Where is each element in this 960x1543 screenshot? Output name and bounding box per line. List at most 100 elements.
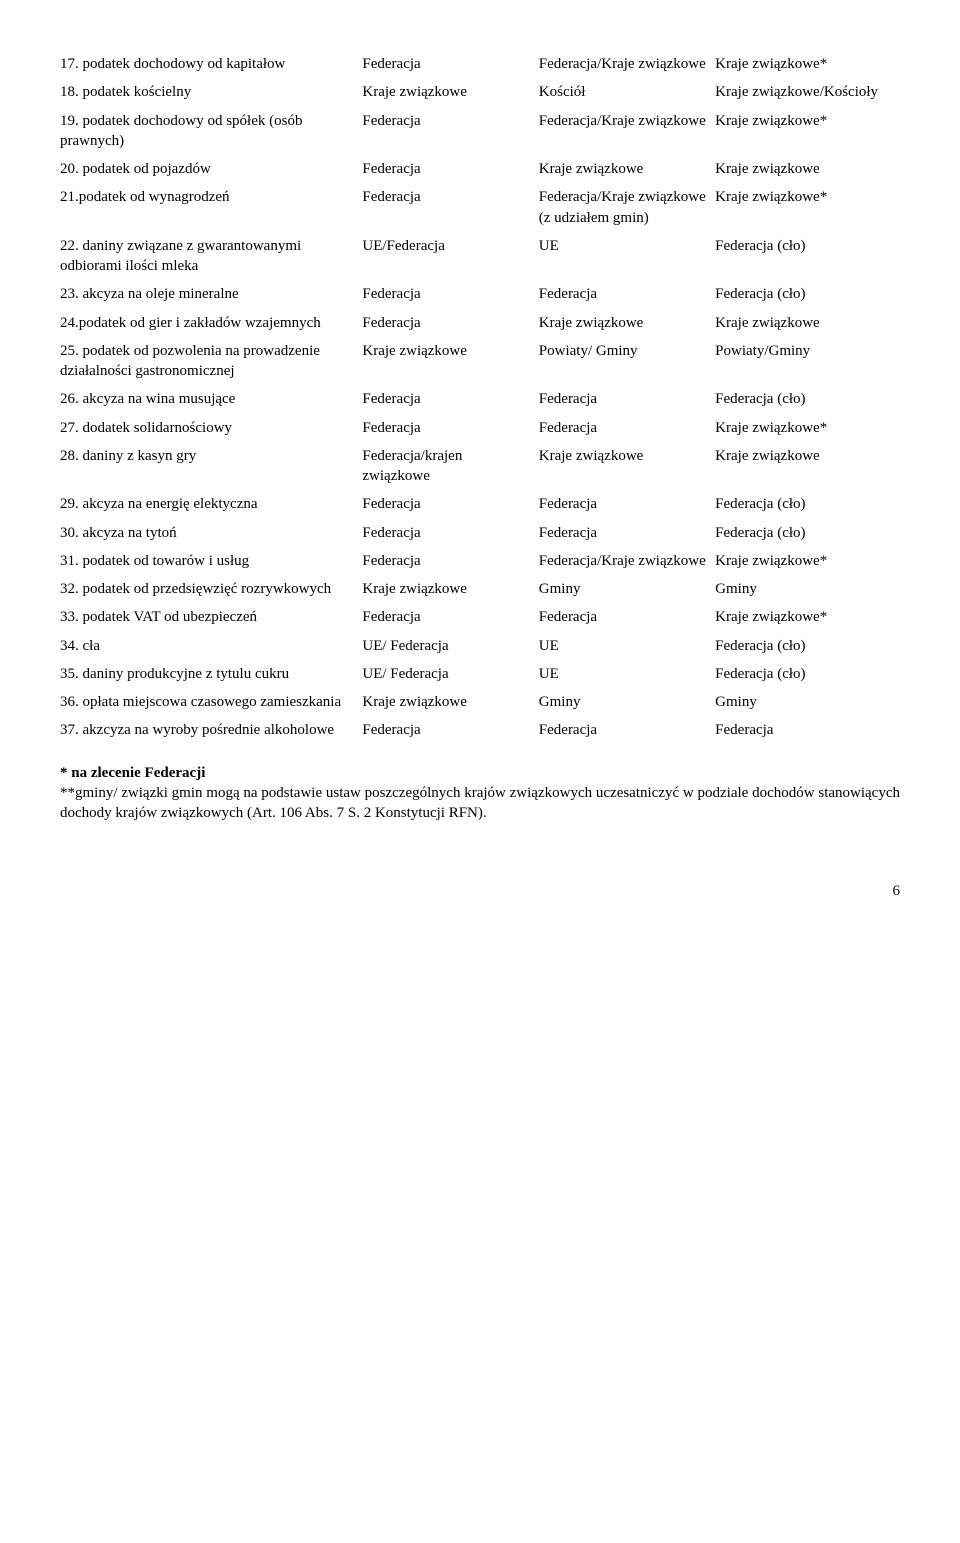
table-cell: 26. akcyza na wina musujące	[60, 385, 362, 413]
table-cell: 36. opłata miejscowa czasowego zamieszka…	[60, 688, 362, 716]
table-cell: Kraje związkowe*	[715, 183, 900, 232]
table-cell: Kraje związkowe*	[715, 107, 900, 156]
table-cell: Federacja	[362, 280, 538, 308]
table-cell: Kraje związkowe	[539, 309, 715, 337]
table-cell: Kraje związkowe	[362, 688, 538, 716]
table-row: 35. daniny produkcyjne z tytulu cukruUE/…	[60, 660, 900, 688]
table-cell: 28. daniny z kasyn gry	[60, 442, 362, 491]
footnote-text: **gminy/ związki gmin mogą na podstawie …	[60, 785, 900, 821]
table-row: 37. akzcyza na wyroby pośrednie alkoholo…	[60, 716, 900, 744]
table-cell: 37. akzcyza na wyroby pośrednie alkoholo…	[60, 716, 362, 744]
table-cell: Federacja	[539, 603, 715, 631]
table-cell: Kraje związkowe/Kościoły	[715, 78, 900, 106]
table-cell: Gminy	[715, 575, 900, 603]
table-cell: Federacja/Kraje związkowe (z udziałem gm…	[539, 183, 715, 232]
table-row: 28. daniny z kasyn gryFederacja/krajen z…	[60, 442, 900, 491]
table-cell: 22. daniny związane z gwarantowanymi odb…	[60, 232, 362, 281]
table-cell: 29. akcyza na energię elektyczna	[60, 490, 362, 518]
table-cell: UE/ Federacja	[362, 632, 538, 660]
table-cell: Federacja	[362, 309, 538, 337]
table-cell: Kraje związkowe	[539, 442, 715, 491]
table-cell: Federacja	[362, 50, 538, 78]
table-cell: 35. daniny produkcyjne z tytulu cukru	[60, 660, 362, 688]
table-cell: Gminy	[539, 688, 715, 716]
table-cell: 21.podatek od wynagrodzeń	[60, 183, 362, 232]
table-cell: Federacja	[362, 603, 538, 631]
table-row: 24.podatek od gier i zakładów wzajemnych…	[60, 309, 900, 337]
table-cell: Kraje związkowe	[715, 442, 900, 491]
table-cell: Kraje związkowe*	[715, 603, 900, 631]
table-cell: 31. podatek od towarów i usług	[60, 547, 362, 575]
table-row: 25. podatek od pozwolenia na prowadzenie…	[60, 337, 900, 386]
table-cell: Kraje związkowe	[715, 309, 900, 337]
table-cell: Kraje związkowe	[362, 337, 538, 386]
table-cell: Federacja	[362, 716, 538, 744]
tax-table: 17. podatek dochodowy od kapitałowFedera…	[60, 50, 900, 745]
table-cell: Federacja (cło)	[715, 660, 900, 688]
table-cell: Federacja/Kraje związkowe	[539, 547, 715, 575]
table-cell: Federacja/Kraje związkowe	[539, 50, 715, 78]
table-cell: Federacja (cło)	[715, 232, 900, 281]
table-cell: Federacja	[362, 519, 538, 547]
table-cell: Federacja	[539, 414, 715, 442]
table-cell: 34. cła	[60, 632, 362, 660]
table-row: 18. podatek kościelnyKraje związkoweKośc…	[60, 78, 900, 106]
table-row: 27. dodatek solidarnościowyFederacjaFede…	[60, 414, 900, 442]
table-row: 31. podatek od towarów i usługFederacjaF…	[60, 547, 900, 575]
table-cell: Federacja (cło)	[715, 385, 900, 413]
table-cell: Federacja (cło)	[715, 490, 900, 518]
footnote-bold: * na zlecenie Federacji	[60, 765, 205, 781]
table-cell: Federacja	[539, 280, 715, 308]
table-cell: UE	[539, 632, 715, 660]
table-cell: Federacja	[362, 490, 538, 518]
table-row: 32. podatek od przedsięwzięć rozrywkowyc…	[60, 575, 900, 603]
table-cell: Federacja	[362, 183, 538, 232]
table-row: 20. podatek od pojazdówFederacjaKraje zw…	[60, 155, 900, 183]
table-cell: Kraje związkowe	[362, 575, 538, 603]
table-cell: Federacja	[362, 547, 538, 575]
table-cell: Federacja	[539, 716, 715, 744]
footnote-block: * na zlecenie Federacji **gminy/ związki…	[60, 763, 900, 824]
table-cell: Gminy	[715, 688, 900, 716]
table-cell: Federacja (cło)	[715, 632, 900, 660]
table-cell: Federacja	[715, 716, 900, 744]
table-cell: Kraje związkowe	[362, 78, 538, 106]
table-row: 23. akcyza na oleje mineralneFederacjaFe…	[60, 280, 900, 308]
table-row: 30. akcyza na tytońFederacjaFederacjaFed…	[60, 519, 900, 547]
table-row: 29. akcyza na energię elektycznaFederacj…	[60, 490, 900, 518]
table-cell: Gminy	[539, 575, 715, 603]
table-cell: UE/ Federacja	[362, 660, 538, 688]
table-cell: Federacja	[539, 385, 715, 413]
table-cell: Federacja	[362, 385, 538, 413]
table-cell: Kraje związkowe*	[715, 547, 900, 575]
table-row: 22. daniny związane z gwarantowanymi odb…	[60, 232, 900, 281]
table-row: 17. podatek dochodowy od kapitałowFedera…	[60, 50, 900, 78]
table-row: 19. podatek dochodowy od spółek (osób pr…	[60, 107, 900, 156]
table-cell: Federacja	[362, 107, 538, 156]
table-cell: Federacja	[362, 414, 538, 442]
table-cell: Federacja	[539, 490, 715, 518]
table-cell: Kraje związkowe	[715, 155, 900, 183]
table-cell: 25. podatek od pozwolenia na prowadzenie…	[60, 337, 362, 386]
table-cell: 20. podatek od pojazdów	[60, 155, 362, 183]
table-row: 33. podatek VAT od ubezpieczeńFederacjaF…	[60, 603, 900, 631]
table-cell: Kraje związkowe*	[715, 414, 900, 442]
table-cell: Powiaty/ Gminy	[539, 337, 715, 386]
table-cell: Kraje związkowe	[539, 155, 715, 183]
table-cell: 19. podatek dochodowy od spółek (osób pr…	[60, 107, 362, 156]
table-cell: UE	[539, 232, 715, 281]
table-cell: 32. podatek od przedsięwzięć rozrywkowyc…	[60, 575, 362, 603]
table-cell: Federacja (cło)	[715, 280, 900, 308]
table-cell: 17. podatek dochodowy od kapitałow	[60, 50, 362, 78]
table-cell: Kraje związkowe*	[715, 50, 900, 78]
table-cell: 23. akcyza na oleje mineralne	[60, 280, 362, 308]
table-cell: UE/Federacja	[362, 232, 538, 281]
table-cell: Federacja/krajen związkowe	[362, 442, 538, 491]
table-cell: Federacja/Kraje związkowe	[539, 107, 715, 156]
table-cell: Kościół	[539, 78, 715, 106]
table-cell: 30. akcyza na tytoń	[60, 519, 362, 547]
table-row: 26. akcyza na wina musująceFederacjaFede…	[60, 385, 900, 413]
table-row: 34. cłaUE/ FederacjaUEFederacja (cło)	[60, 632, 900, 660]
page-number: 6	[60, 883, 900, 900]
table-cell: Powiaty/Gminy	[715, 337, 900, 386]
